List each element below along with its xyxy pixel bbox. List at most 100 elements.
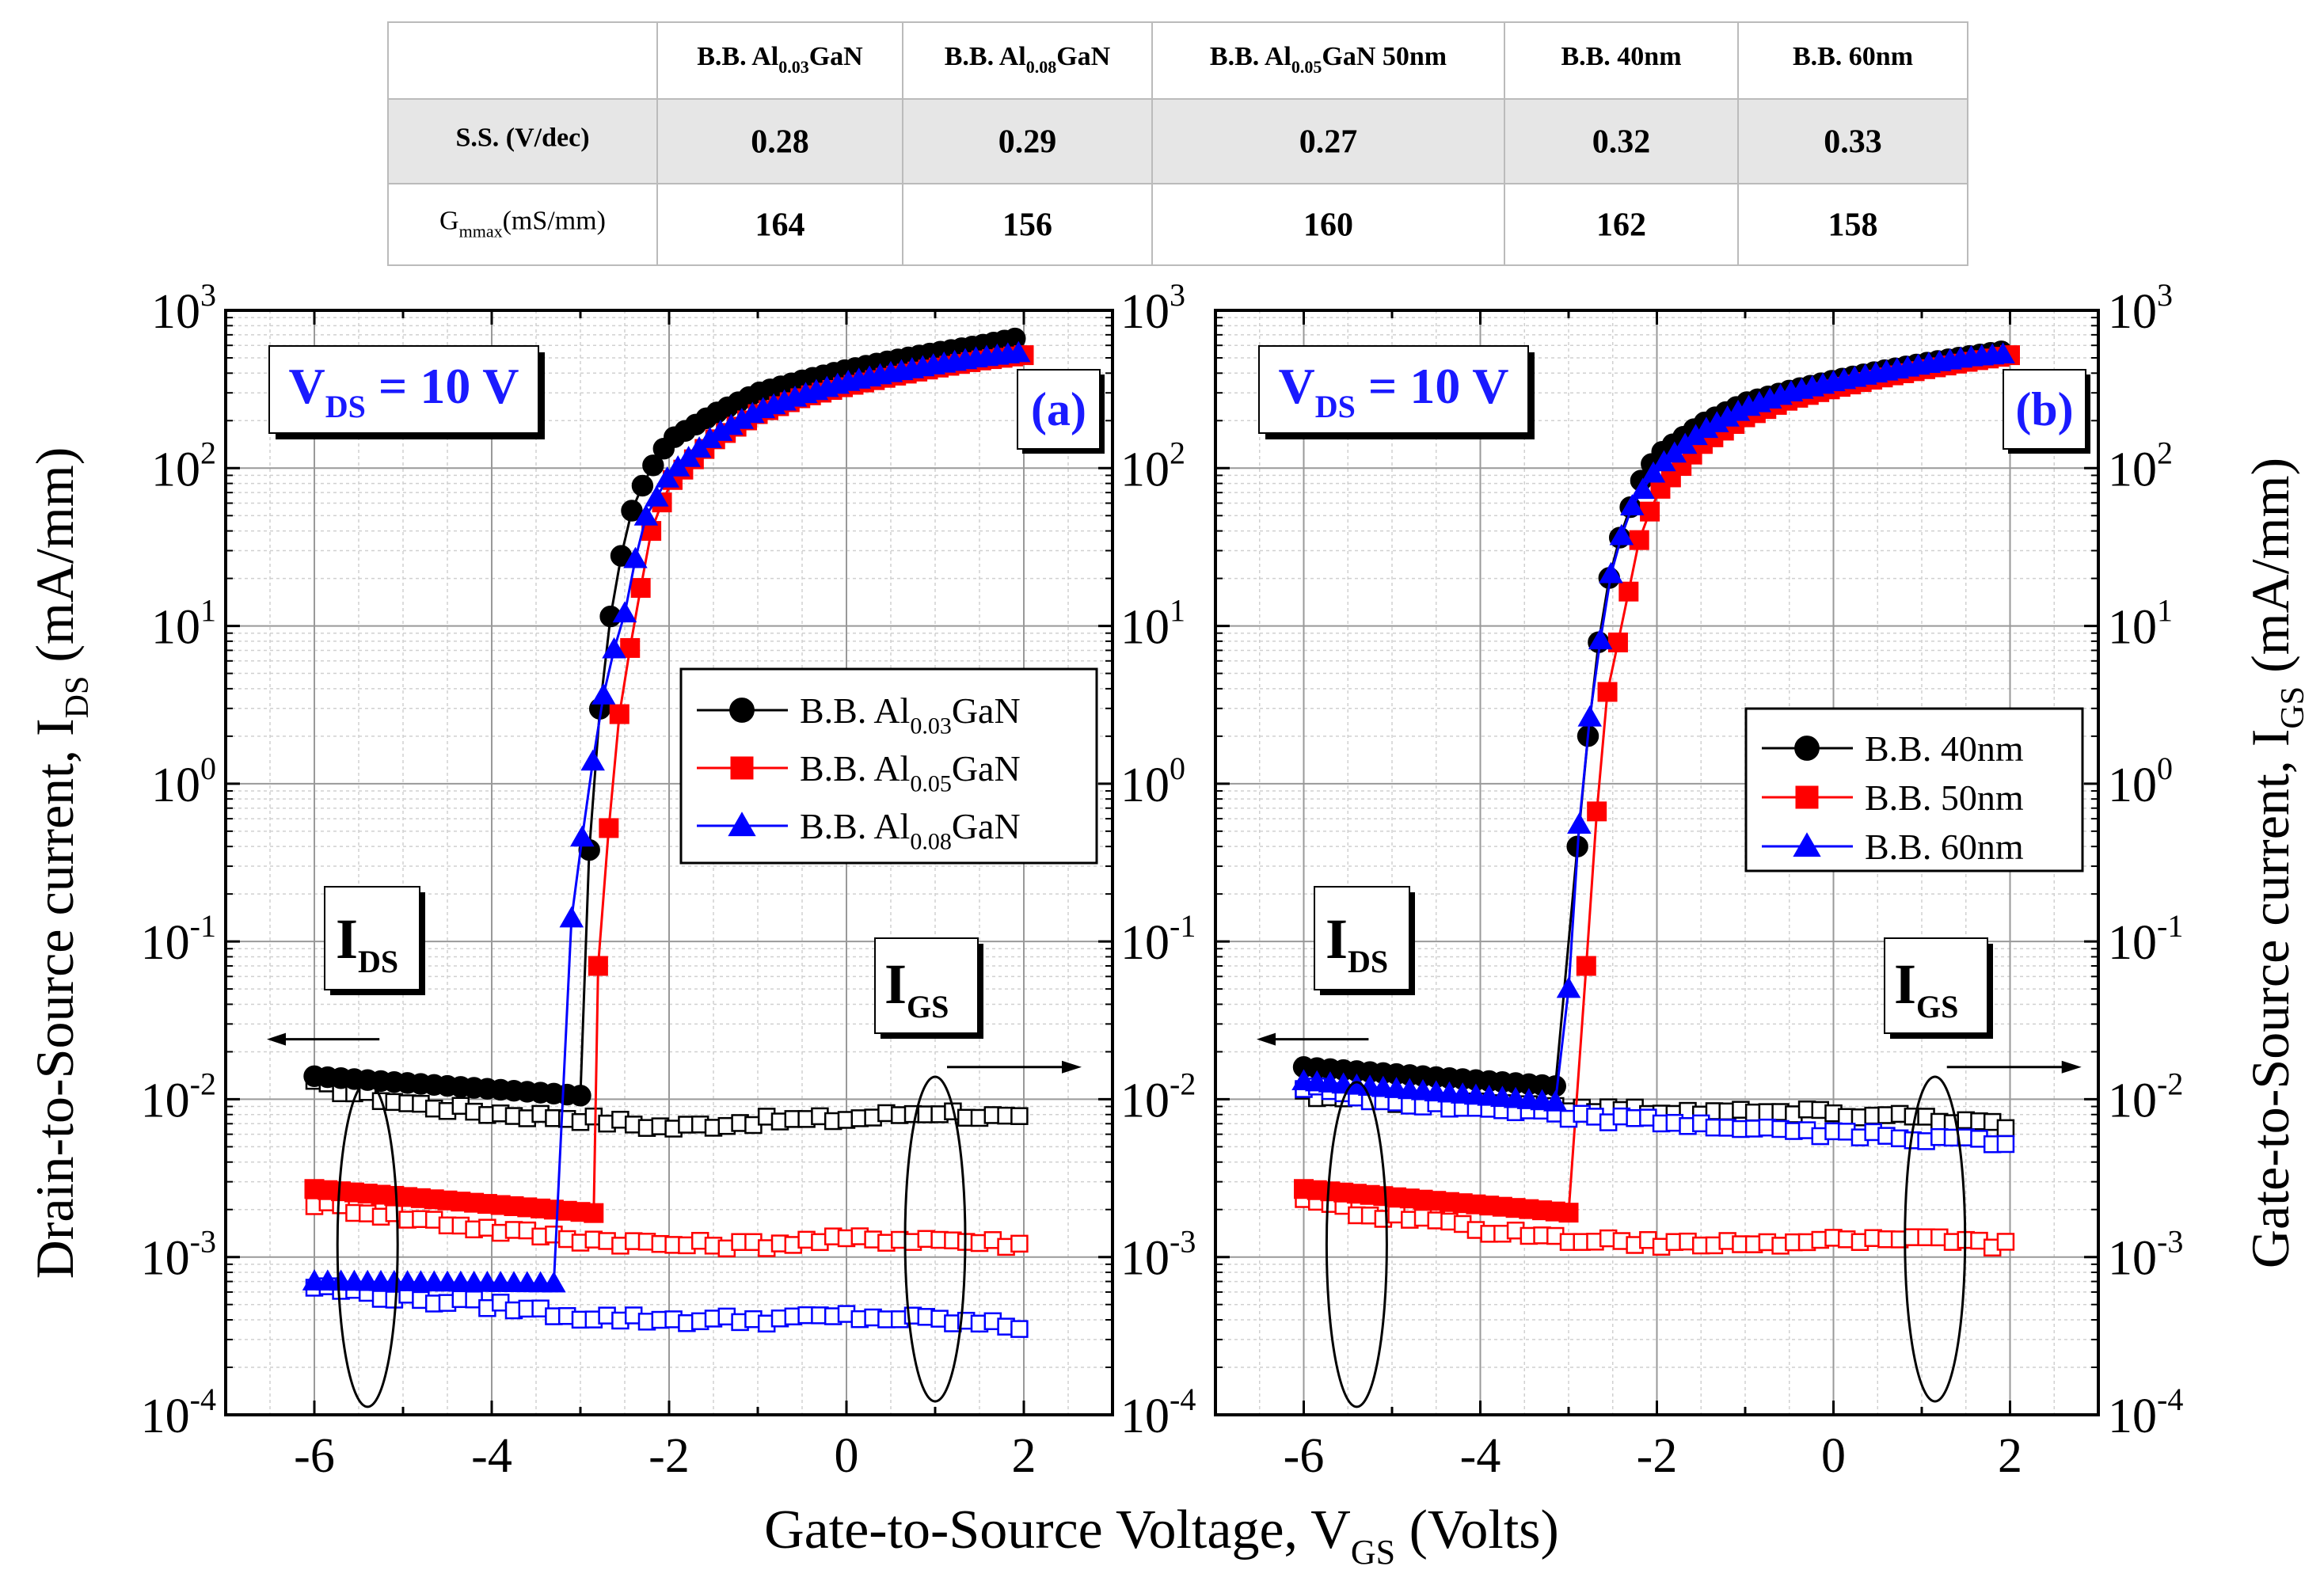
x-axis-title: Gate-to-Source Voltage, VGS (Volts) <box>764 1500 1559 1572</box>
data-point <box>633 504 659 526</box>
igs-annotation: IGS <box>1894 952 1958 1024</box>
data-point <box>602 637 626 659</box>
panel-a: -6 -4 -2 0 2 10-4 10-4 10-3 10-3 10-2 10-2 10-1 10-1… <box>141 277 1196 1483</box>
y-tick-label: 103 <box>1120 277 1185 339</box>
data-point <box>1587 801 1607 822</box>
data-point <box>1996 1135 2015 1154</box>
table-cell: 156 <box>1002 207 1052 244</box>
y-tick-label: 10-2 <box>141 1066 216 1127</box>
y-tick-label: 102 <box>151 435 216 496</box>
table-header: B.B. Al0.03GaN <box>697 42 863 77</box>
igs-ellipse <box>1904 1075 1967 1403</box>
data-point <box>1640 501 1660 522</box>
data-point <box>569 1085 591 1107</box>
data-point <box>591 683 616 705</box>
data-point <box>1641 461 1666 483</box>
x-tick-label: -4 <box>471 1429 512 1483</box>
y-tick-label: 102 <box>1120 435 1185 496</box>
parameter-table: B.B. Al0.03GaN B.B. Al0.08GaN B.B. Al0.05G… <box>387 21 1968 266</box>
legend: B.B. Al0.03GaN B.B. Al0.05GaN B.B. Al0.08G… <box>679 667 1098 865</box>
condition-label: VDS = 10 V <box>289 358 519 424</box>
y-tick-label: 101 <box>151 593 216 655</box>
y-tick-label: 100 <box>1120 751 1185 812</box>
data-point <box>1793 832 1821 857</box>
ids-annotation: IDS <box>1326 907 1388 979</box>
y-tick-label: 100 <box>151 751 216 812</box>
y-tick-label: 10-1 <box>2108 908 2183 970</box>
y-tick-label: 10-3 <box>141 1224 216 1286</box>
data-point <box>1010 1234 1029 1253</box>
data-point <box>1588 628 1613 650</box>
data-point <box>1609 523 1634 546</box>
x-tick-label: -6 <box>294 1429 335 1483</box>
data-point <box>642 454 664 477</box>
series-blue <box>302 340 1031 1338</box>
ids-ellipse <box>1325 1081 1388 1408</box>
data-point <box>1597 682 1618 702</box>
data-point <box>1620 494 1645 515</box>
legend-entry: B.B. 50nm <box>1865 777 2024 818</box>
y-tick-label: 10-1 <box>141 908 216 970</box>
x-tick-label: -4 <box>1460 1429 1501 1483</box>
condition-label: VDS = 10 V <box>1279 358 1509 424</box>
series-blue <box>1291 342 2015 1154</box>
table-header: B.B. Al0.05GaN 50nm <box>1210 42 1447 77</box>
y-tick-label: 10-3 <box>1120 1224 1196 1286</box>
x-tick-label: 0 <box>835 1429 859 1483</box>
data-point <box>609 704 629 724</box>
table-cell: 0.32 <box>1592 124 1651 161</box>
data-point <box>580 749 605 771</box>
y-tick-label: 101 <box>1120 593 1185 655</box>
data-point <box>1996 1119 2015 1138</box>
x-tick-label: 2 <box>1012 1429 1036 1483</box>
axis-labels: Gate-to-Source Voltage, VGS (Volts) Drain… <box>25 447 2311 1572</box>
y-axis-title-left: Drain-to-Source current, IDS (mA/mm) <box>25 447 96 1279</box>
x-tick-label: 2 <box>1998 1429 2022 1483</box>
data-point <box>1577 705 1603 727</box>
legend-entry: B.B. Al0.03GaN <box>800 690 1021 739</box>
data-point <box>542 1271 566 1293</box>
data-point <box>1630 477 1655 500</box>
plot-frame <box>224 309 1114 1416</box>
y-tick-label: 10-1 <box>1120 908 1196 970</box>
panel-label: (a) <box>1031 383 1086 435</box>
data-point <box>1006 340 1031 363</box>
legend-entry: B.B. 40nm <box>1865 728 2024 769</box>
data-point <box>1991 342 2015 364</box>
data-point <box>729 698 755 723</box>
table-header: B.B. Al0.08GaN <box>945 42 1111 77</box>
legend-entry: B.B. Al0.08GaN <box>800 806 1021 855</box>
table-row-label: Gmmax(mS/mm) <box>439 207 606 241</box>
y-tick-label: 10-3 <box>2108 1224 2183 1286</box>
data-point <box>1576 956 1596 976</box>
data-point <box>1543 1089 1568 1112</box>
y-axis-title-right: Gate-to-Source current, IGS (mA/mm) <box>2240 458 2311 1268</box>
igs-annotation: IGS <box>884 952 949 1024</box>
data-point <box>1558 1203 1579 1223</box>
legend-entry: B.B. Al0.05GaN <box>800 748 1021 797</box>
data-point <box>1556 976 1581 998</box>
panel-label: (b) <box>2015 383 2073 435</box>
ids-ellipse <box>336 1081 399 1408</box>
y-tick-label: 10-2 <box>1120 1066 1196 1127</box>
table-cell: 164 <box>755 207 805 244</box>
table-row-label: S.S. (V/dec) <box>455 124 589 153</box>
data-point <box>599 818 619 838</box>
data-point <box>1795 785 1819 809</box>
table-cell: 160 <box>1303 207 1353 244</box>
table-header: B.B. 40nm <box>1561 42 1681 71</box>
data-point <box>631 474 654 497</box>
table-cell: 158 <box>1828 207 1878 244</box>
y-tick-label: 102 <box>2108 435 2173 496</box>
data-point <box>621 500 643 522</box>
y-tick-label: 10-4 <box>1120 1382 1196 1443</box>
data-point <box>1618 581 1639 602</box>
table-cell: 0.33 <box>1824 124 1882 161</box>
data-point <box>1010 1107 1029 1125</box>
data-point <box>559 906 584 928</box>
data-point <box>623 546 648 568</box>
y-tick-label: 100 <box>2108 751 2173 812</box>
ids-annotation: IDS <box>336 907 398 979</box>
data-point <box>1599 561 1623 584</box>
